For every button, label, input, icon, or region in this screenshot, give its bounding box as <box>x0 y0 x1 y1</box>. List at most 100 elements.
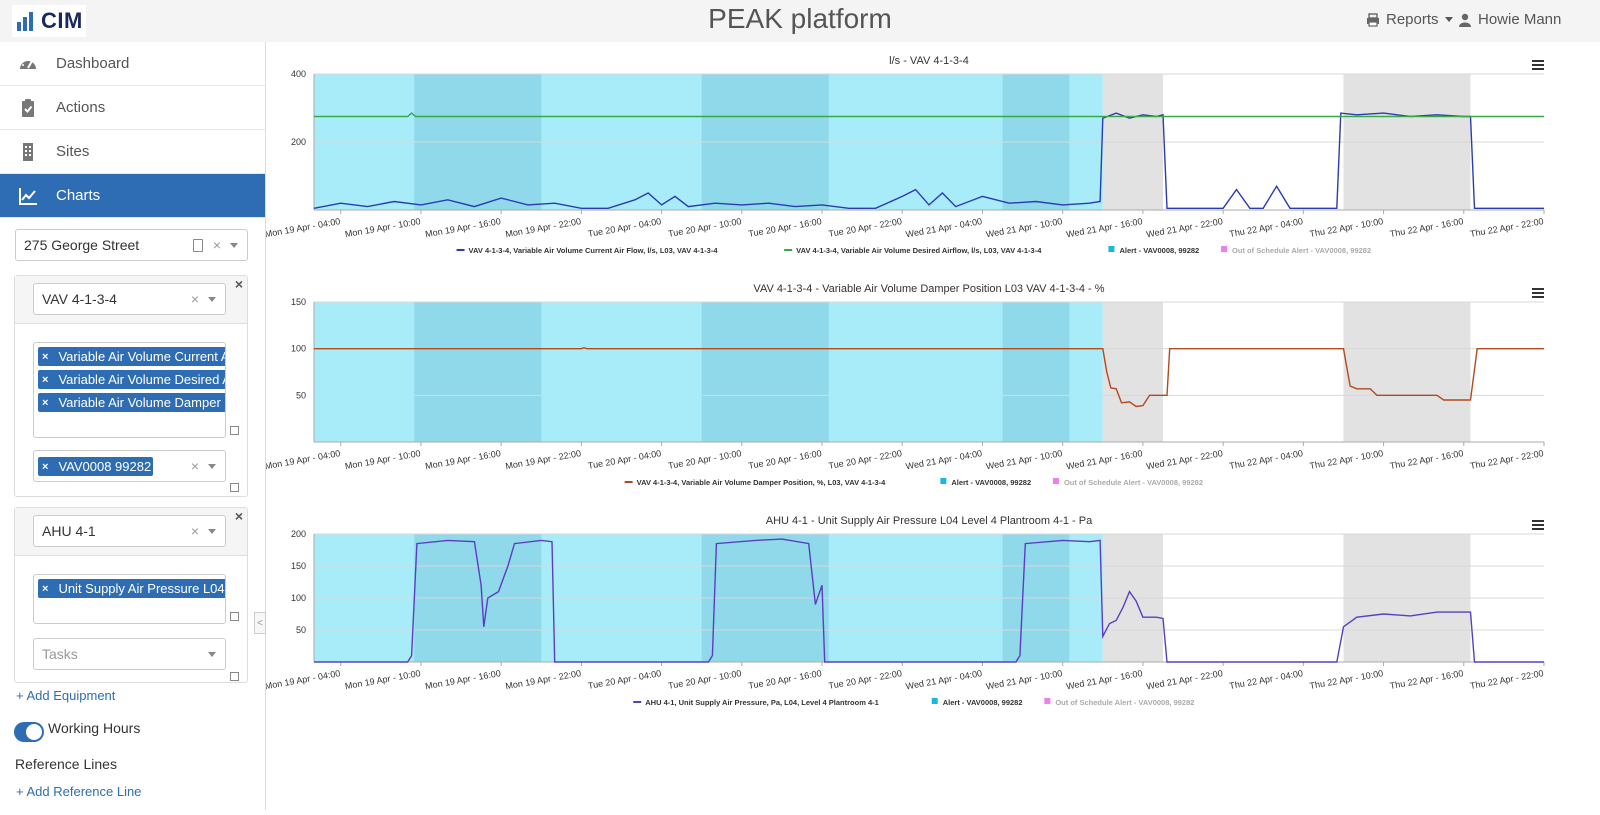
point-tag[interactable]: × Unit Supply Air Pressure L04, Level 4 P… <box>38 579 226 598</box>
x-tick-label: Wed 21 Apr - 16:00 <box>1065 216 1143 239</box>
menu-bar <box>1532 296 1544 298</box>
charts-canvas: l/s - VAV 4-1-3-4 200 400 Mon 19 Apr - 04:0… <box>264 55 1545 707</box>
alert-tag[interactable]: × VAV0008 99282 <box>38 457 153 476</box>
legend-label: Alert - VAV0008, 99282 <box>1119 246 1199 255</box>
legend-item[interactable]: Alert - VAV0008, 99282 <box>940 478 1031 487</box>
sidebar-item-charts[interactable]: Charts <box>0 174 265 218</box>
clear-icon[interactable]: × <box>190 291 199 307</box>
x-tick-label: Mon 19 Apr - 04:00 <box>266 216 341 239</box>
equipment-select-value: VAV 4-1-3-4 <box>42 291 117 307</box>
alert-band <box>1002 302 1070 442</box>
x-tick-label: Tue 20 Apr - 10:00 <box>667 448 742 471</box>
collapse-sidebar-handle[interactable]: < <box>254 612 266 634</box>
close-icon[interactable]: × <box>234 508 243 524</box>
sidebar-item-sites[interactable]: Sites <box>0 130 265 174</box>
legend-box-marker <box>931 698 938 704</box>
x-tick-label: Thu 22 Apr - 10:00 <box>1309 668 1384 691</box>
bar-chart-logo-icon <box>17 12 33 31</box>
chart-2: VAV 4-1-3-4 - Variable Air Volume Damper… <box>264 283 1545 487</box>
chart-menu-icon[interactable] <box>1532 60 1544 70</box>
alerts-select[interactable]: × VAV0008 99282 × <box>33 450 226 482</box>
page-title: PEAK platform <box>708 3 892 34</box>
add-equipment-label: Add Equipment <box>26 688 116 703</box>
y-tick-label: 150 <box>291 297 306 307</box>
equipment-panel-header: × VAV 4-1-3-4 × <box>15 276 247 324</box>
y-tick-label: 200 <box>291 137 306 147</box>
legend-item[interactable]: AHU 4-1, Unit Supply Air Pressure, Pa, L… <box>633 698 879 707</box>
x-tick-label: Mon 19 Apr - 16:00 <box>424 448 501 471</box>
cim-logo[interactable]: CIM <box>12 5 86 37</box>
equipment-panel-header: × AHU 4-1 × <box>15 508 247 556</box>
legend-item[interactable]: Out of Schedule Alert - VAV0008, 99282 <box>1044 698 1194 707</box>
x-tick-label: Wed 21 Apr - 22:00 <box>1146 448 1224 471</box>
chart-title: VAV 4-1-3-4 - Variable Air Volume Damper… <box>753 283 1104 295</box>
sidebar-item-actions[interactable]: Actions <box>0 86 265 130</box>
alert-band <box>414 302 542 442</box>
tasks-select[interactable]: Tasks <box>33 638 226 670</box>
legend-item[interactable]: Out of Schedule Alert - VAV0008, 99282 <box>1221 246 1371 255</box>
legend-item[interactable]: VAV 4-1-3-4, Variable Air Volume Current… <box>456 246 719 255</box>
building-icon <box>23 142 33 161</box>
legend-item[interactable]: Alert - VAV0008, 99282 <box>931 698 1023 707</box>
reports-menu[interactable]: Reports <box>1366 11 1453 28</box>
plus-icon: + <box>16 688 27 703</box>
legend-item[interactable]: Alert - VAV0008, 99282 <box>1108 246 1199 255</box>
x-tick-label: Wed 21 Apr - 22:00 <box>1146 216 1224 239</box>
legend-item[interactable]: VAV 4-1-3-4, Variable Air Volume Damper … <box>624 478 887 487</box>
clear-icon[interactable]: × <box>190 458 199 474</box>
working-hours-toggle[interactable] <box>14 722 44 742</box>
x-tick-label: Mon 19 Apr - 22:00 <box>505 668 582 691</box>
calculator-icon[interactable] <box>230 612 239 621</box>
x-tick-label: Mon 19 Apr - 04:00 <box>266 448 341 471</box>
remove-tag-icon[interactable]: × <box>42 373 49 386</box>
point-tag-label: Unit Supply Air Pressure L04, Level 4 Pl… <box>58 581 226 596</box>
working-hours-label: Working Hours <box>48 720 141 736</box>
clear-icon[interactable]: × <box>190 523 199 539</box>
chart-menu-icon[interactable] <box>1532 520 1544 530</box>
x-tick-label: Mon 19 Apr - 22:00 <box>505 448 582 471</box>
x-tick-label: Mon 19 Apr - 10:00 <box>344 448 421 471</box>
point-tag[interactable]: × Variable Air Volume Current Air Flow <box>38 347 225 366</box>
points-multiselect[interactable]: × Unit Supply Air Pressure L04, Level 4 P… <box>33 574 226 624</box>
equipment-select[interactable]: AHU 4-1 × <box>33 515 226 547</box>
equipment-select[interactable]: VAV 4-1-3-4 × <box>33 283 226 315</box>
sidebar-item-dashboard[interactable]: Dashboard <box>0 42 265 86</box>
sidebar-item-label: Sites <box>56 143 90 160</box>
printer-icon <box>1367 12 1379 27</box>
chevron-down-icon[interactable] <box>208 652 216 657</box>
remove-tag-icon[interactable]: × <box>42 396 49 409</box>
remove-tag-icon[interactable]: × <box>42 350 49 363</box>
legend-item[interactable]: VAV 4-1-3-4, Variable Air Volume Desired… <box>784 246 1042 255</box>
chart-menu-icon[interactable] <box>1532 288 1544 298</box>
copy-icon[interactable] <box>230 672 239 681</box>
site-select[interactable]: 275 George Street × <box>15 229 248 261</box>
copy-icon[interactable] <box>230 483 239 492</box>
x-tick-label: Thu 22 Apr - 10:00 <box>1309 448 1384 471</box>
point-tag-label: Variable Air Volume Desired Airflow <box>58 372 225 387</box>
calculator-icon[interactable] <box>230 426 239 435</box>
chart-legend: VAV 4-1-3-4, Variable Air Volume Current… <box>456 246 1371 255</box>
chevron-down-icon[interactable] <box>230 243 238 248</box>
clear-icon[interactable]: × <box>212 237 221 253</box>
x-tick-label: Mon 19 Apr - 16:00 <box>424 216 501 239</box>
point-tag[interactable]: × Variable Air Volume Damper Position <box>38 393 225 412</box>
user-menu[interactable]: Howie Mann <box>1458 11 1561 28</box>
line-chart-icon <box>19 187 37 205</box>
sidebar-item-label: Actions <box>56 99 106 116</box>
series-line <box>314 112 1544 118</box>
point-tag[interactable]: × Variable Air Volume Desired Airflow <box>38 370 225 389</box>
logo-text: CIM <box>41 8 83 33</box>
chevron-down-icon[interactable] <box>208 297 216 302</box>
y-tick-label: 100 <box>291 344 306 354</box>
chevron-down-icon[interactable] <box>208 529 216 534</box>
legend-item[interactable]: Out of Schedule Alert - VAV0008, 99282 <box>1052 478 1203 487</box>
y-tick-label: 150 <box>291 561 306 571</box>
points-multiselect[interactable]: × Variable Air Volume Current Air Flow × V… <box>33 342 226 438</box>
add-reference-line-link[interactable]: + Add Reference Line <box>16 784 141 799</box>
remove-tag-icon[interactable]: × <box>42 582 49 595</box>
add-equipment-link[interactable]: + Add Equipment <box>16 688 115 703</box>
chevron-down-icon[interactable] <box>208 464 216 469</box>
close-icon[interactable]: × <box>234 276 243 292</box>
x-tick-label: Mon 19 Apr - 16:00 <box>424 668 501 691</box>
remove-tag-icon[interactable]: × <box>42 460 49 473</box>
